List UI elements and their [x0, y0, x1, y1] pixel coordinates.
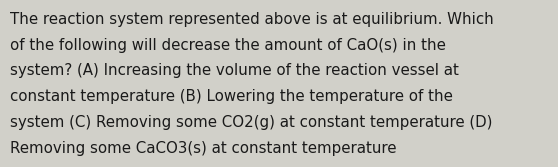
Text: system? (A) Increasing the volume of the reaction vessel at: system? (A) Increasing the volume of the… [10, 63, 459, 78]
Text: Removing some CaCO3(s) at constant temperature: Removing some CaCO3(s) at constant tempe… [10, 141, 397, 156]
Text: of the following will decrease the amount of CaO(s) in the: of the following will decrease the amoun… [10, 38, 446, 53]
Text: The reaction system represented above is at equilibrium. Which: The reaction system represented above is… [10, 12, 494, 27]
Text: system (C) Removing some CO2(g) at constant temperature (D): system (C) Removing some CO2(g) at const… [10, 115, 493, 130]
Text: constant temperature (B) Lowering the temperature of the: constant temperature (B) Lowering the te… [10, 89, 453, 104]
